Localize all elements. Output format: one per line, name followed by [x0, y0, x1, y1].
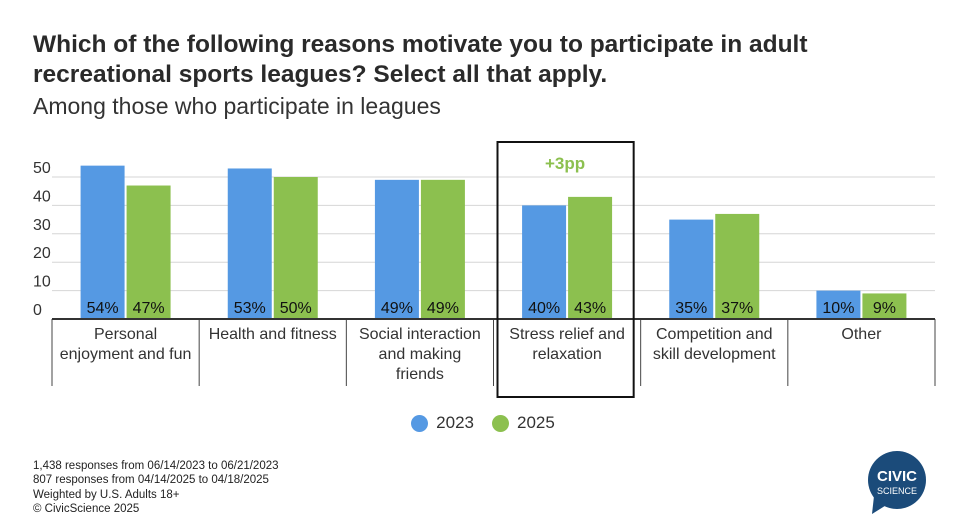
annotation-label: +3pp — [545, 154, 585, 173]
logo-text-science: SCIENCE — [877, 486, 917, 496]
data-label-2025: 50% — [280, 300, 312, 317]
bar-2025 — [273, 177, 318, 319]
civicscience-logo: CIVIC SCIENCE — [868, 451, 926, 514]
category-label: skill development — [653, 346, 776, 363]
bar-2025 — [420, 179, 465, 319]
note-2023-responses: 1,438 responses from 06/14/2023 to 06/21… — [33, 460, 279, 472]
data-label-2023: 10% — [822, 300, 854, 317]
bar-2025 — [568, 196, 613, 319]
category-label: Personal — [94, 326, 157, 343]
category-label: friends — [396, 366, 444, 383]
bar-2025 — [715, 213, 760, 319]
y-tick-label: 40 — [33, 188, 51, 205]
data-label-2023: 54% — [87, 300, 119, 317]
footnotes: 1,438 responses from 06/14/2023 to 06/21… — [33, 459, 279, 516]
category-label: Health and fitness — [209, 326, 337, 343]
data-label-2023: 35% — [675, 300, 707, 317]
legend-swatch-2025 — [492, 414, 509, 432]
category-label: relaxation — [532, 346, 601, 363]
data-label-2023: 53% — [234, 300, 266, 317]
data-label-2025: 43% — [574, 300, 606, 317]
note-2025-responses: 807 responses from 04/14/2025 to 04/18/2… — [33, 474, 269, 487]
bar-2023 — [816, 290, 861, 319]
data-label-2025: 47% — [133, 300, 165, 317]
highlight-box — [496, 141, 635, 398]
legend-swatch-2023 — [411, 414, 429, 432]
y-tick-label: 30 — [33, 217, 51, 234]
bar-2023 — [227, 168, 272, 319]
chart-title: Which of the following reasons motivate … — [33, 31, 808, 88]
category-label: Social interaction — [359, 326, 481, 343]
chart-subtitle: Among those who participate in leagues — [33, 93, 441, 119]
category-label: Competition and — [656, 326, 773, 343]
y-tick-label: 10 — [33, 274, 51, 291]
legend-item-2025: 2025 — [492, 413, 555, 433]
category-label: and making — [379, 346, 462, 363]
data-label-2023: 40% — [528, 300, 560, 317]
bar-2023 — [522, 205, 567, 319]
legend-item-2023: 2023 — [411, 413, 474, 433]
y-tick-label: 20 — [33, 245, 51, 262]
category-label: enjoyment and fun — [60, 346, 192, 363]
y-tick-label: 0 — [33, 302, 42, 319]
bar-2023 — [669, 219, 714, 319]
data-label-2025: 9% — [873, 300, 896, 317]
legend-label-2023: 2023 — [436, 413, 474, 432]
data-label-2025: 37% — [721, 300, 753, 317]
y-tick-label: 50 — [33, 160, 51, 177]
bar-2023 — [374, 179, 419, 319]
data-label-2025: 49% — [427, 300, 459, 317]
category-label: Other — [841, 326, 882, 343]
legend-label-2025: 2025 — [517, 413, 555, 432]
bar-2023 — [80, 165, 125, 319]
category-label: Stress relief and — [509, 326, 625, 343]
bar-2025 — [126, 185, 171, 319]
data-label-2023: 49% — [381, 300, 413, 317]
note-copyright: © CivicScience 2025 — [33, 502, 140, 515]
legend: 2023 2025 — [0, 413, 966, 433]
note-weighting: Weighted by U.S. Adults 18+ — [33, 488, 180, 501]
logo-text-civic: CIVIC — [877, 468, 917, 485]
bar-2025 — [862, 293, 907, 319]
